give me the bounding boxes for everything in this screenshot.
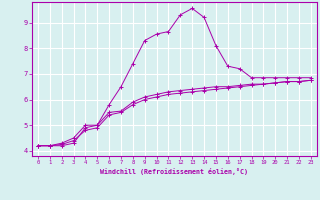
X-axis label: Windchill (Refroidissement éolien,°C): Windchill (Refroidissement éolien,°C) [100,168,248,175]
